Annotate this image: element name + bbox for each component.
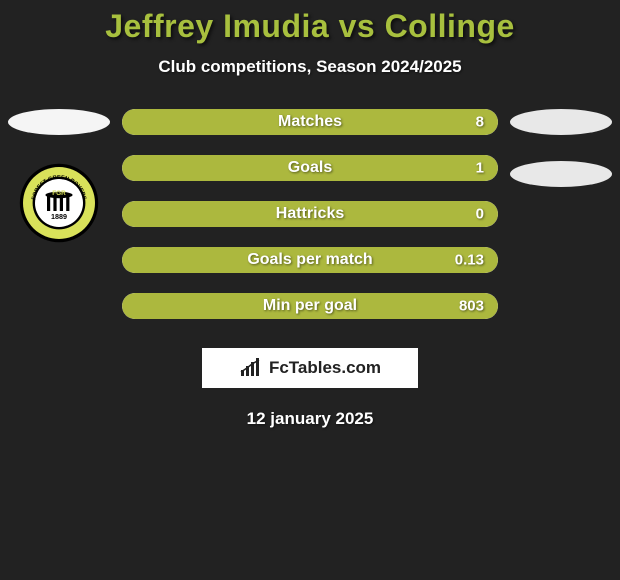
comparison-card: Jeffrey Imudia vs Collinge Club competit… <box>0 0 620 429</box>
stat-value: 8 <box>476 114 484 131</box>
stat-label: Goals <box>288 159 332 177</box>
right-player-ellipse-1 <box>510 109 612 135</box>
stat-bar-goals: Goals 1 <box>122 155 498 181</box>
stat-value: 0.13 <box>455 252 484 269</box>
stat-value: 803 <box>459 298 484 315</box>
brand-box[interactable]: FcTables.com <box>201 347 419 389</box>
svg-text:1889: 1889 <box>51 212 67 221</box>
main-row: FOREST GREEN ROVERS FGR 1889 Matches 8 G… <box>0 109 620 319</box>
svg-text:FGR: FGR <box>52 190 66 197</box>
page-title: Jeffrey Imudia vs Collinge <box>0 0 620 45</box>
stat-bar-hattricks: Hattricks 0 <box>122 201 498 227</box>
subtitle: Club competitions, Season 2024/2025 <box>0 57 620 77</box>
stat-label: Min per goal <box>263 297 357 315</box>
bar-chart-icon <box>239 358 263 378</box>
stat-value: 1 <box>476 160 484 177</box>
stat-bar-goals-per-match: Goals per match 0.13 <box>122 247 498 273</box>
stat-bar-matches: Matches 8 <box>122 109 498 135</box>
brand-text: FcTables.com <box>269 358 381 378</box>
stat-value: 0 <box>476 206 484 223</box>
date-line: 12 january 2025 <box>0 409 620 429</box>
right-player-col <box>510 109 612 205</box>
stat-label: Hattricks <box>276 205 344 223</box>
stat-bar-min-per-goal: Min per goal 803 <box>122 293 498 319</box>
stat-label: Matches <box>278 113 342 131</box>
club-badge-left: FOREST GREEN ROVERS FGR 1889 <box>19 163 99 243</box>
left-player-col: FOREST GREEN ROVERS FGR 1889 <box>8 109 110 243</box>
stat-label: Goals per match <box>247 251 372 269</box>
left-player-ellipse <box>8 109 110 135</box>
right-player-ellipse-2 <box>510 161 612 187</box>
stats-bars: Matches 8 Goals 1 Hattricks 0 Goals per … <box>110 109 510 319</box>
